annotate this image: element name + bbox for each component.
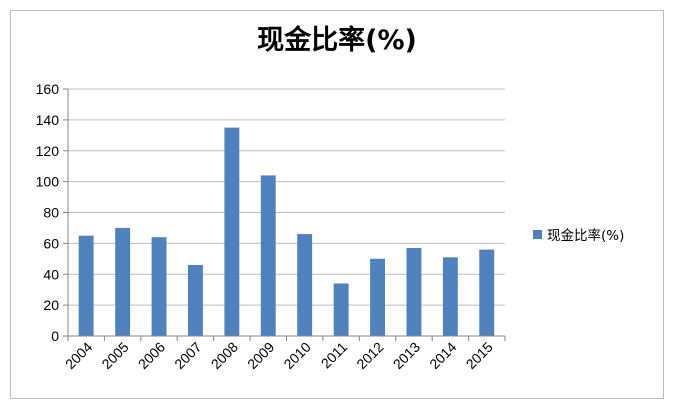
x-tick-label: 2009 [244,339,277,372]
x-tick-label: 2005 [98,339,131,372]
bar-2014 [442,257,458,336]
y-tick-label: 120 [36,143,60,159]
legend: 现金比率(%) [533,224,624,244]
bar-2011 [333,283,349,336]
bar-2009 [260,175,276,336]
y-tick-label: 80 [43,205,59,221]
x-tick-label: 2004 [62,339,95,372]
x-tick-label: 2010 [280,339,313,372]
bar-2015 [479,249,495,336]
x-tick-label: 2008 [208,339,241,372]
bar-2010 [297,234,313,336]
y-tick-labels: 0 20 40 60 80 100 120 140 160 [36,81,60,344]
gridlines [63,88,505,337]
y-tick-label: 140 [36,112,60,128]
axes [67,89,506,341]
y-tick-label: 60 [43,235,59,251]
bar-2013 [406,248,422,336]
x-tick-label: 2014 [426,339,459,372]
bars [78,127,495,336]
chart-title: 现金比率(%) [257,25,417,56]
x-tick-label: 2011 [318,339,351,372]
x-tick-label: 2015 [463,339,496,372]
legend-label: 现金比率(%) [547,228,625,244]
bar-2004 [78,235,94,336]
bar-2005 [115,227,131,336]
y-tick-label: 160 [36,81,60,97]
x-tick-labels: 2004 2005 2006 2007 2008 2009 2010 2011 2012 2013… [62,339,496,372]
x-tick-label: 2007 [171,339,204,372]
legend-swatch [533,229,542,239]
x-tick-label: 2013 [390,339,423,372]
y-tick-label: 20 [43,297,59,313]
y-tick-label: 100 [36,174,60,190]
x-tick-label: 2012 [353,339,386,372]
x-tick-label: 2006 [135,339,168,372]
bar-2008 [224,127,240,336]
bar-2012 [370,258,385,336]
bar-2007 [188,265,203,336]
y-tick-label: 0 [51,328,59,344]
y-tick-label: 40 [43,266,59,282]
bar-2006 [151,237,167,336]
